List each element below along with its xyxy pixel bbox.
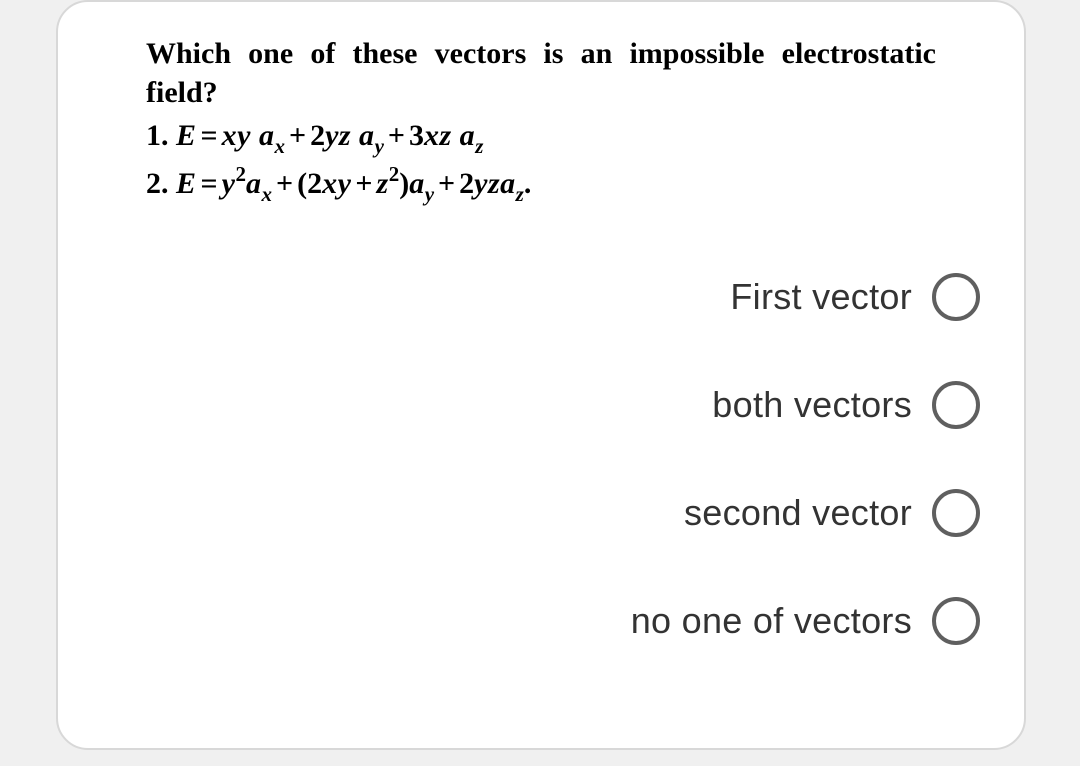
option-label: second vector <box>684 492 912 534</box>
option-label: no one of vectors <box>631 600 912 642</box>
option-first-vector[interactable]: First vector <box>102 273 980 321</box>
question-card: Which one of these vectors is an impossi… <box>56 0 1026 750</box>
options-list: First vector both vectors second vector … <box>102 273 980 645</box>
equations-block: 1. E=xy ax+2yz ay+3xz az 2. E=y2ax+(2xy+… <box>146 114 980 209</box>
option-label: both vectors <box>712 384 912 426</box>
radio-icon[interactable] <box>932 489 980 537</box>
question-prompt: Which one of these vectors is an impossi… <box>146 34 936 112</box>
equation-1: 1. E=xy ax+2yz ay+3xz az <box>146 114 980 160</box>
radio-icon[interactable] <box>932 381 980 429</box>
option-both-vectors[interactable]: both vectors <box>102 381 980 429</box>
option-none[interactable]: no one of vectors <box>102 597 980 645</box>
option-second-vector[interactable]: second vector <box>102 489 980 537</box>
radio-icon[interactable] <box>932 597 980 645</box>
radio-icon[interactable] <box>932 273 980 321</box>
equation-2: 2. E=y2ax+(2xy+z2)ay+2yzaz. <box>146 160 980 208</box>
option-label: First vector <box>730 276 912 318</box>
